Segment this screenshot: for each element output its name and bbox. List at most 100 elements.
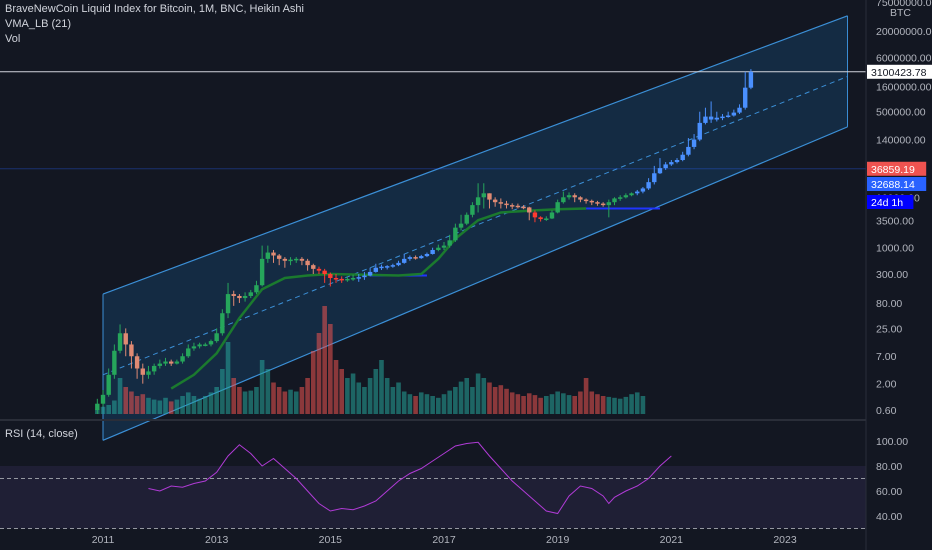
price-tick-label: 6000000.00 [876, 52, 932, 64]
volume-bar [231, 378, 237, 414]
volume-bar [532, 395, 538, 414]
volume-bar [123, 387, 129, 414]
volume-bar [458, 381, 464, 414]
candle-body [532, 212, 538, 218]
volume-bar [413, 396, 418, 414]
candle-body [134, 356, 140, 369]
volume-bar [561, 393, 566, 414]
candle-body [492, 199, 498, 203]
rsi-legend[interactable]: RSI (14, close) [5, 428, 78, 440]
candle-body [481, 193, 486, 198]
time-tick-label: 2023 [773, 534, 797, 546]
candle-body [254, 285, 259, 293]
candle-body [186, 348, 191, 357]
candle-body [555, 202, 560, 213]
candle-body [231, 294, 236, 296]
time-axis[interactable]: 2011 2013 2015 2017 2019 2021 2023 [92, 534, 797, 546]
candle-body [242, 295, 248, 299]
volume-bar [282, 391, 288, 414]
volume-bar [572, 396, 578, 414]
volume-bar [396, 382, 401, 414]
indicator-vol-label[interactable]: Vol [5, 33, 21, 45]
candle-body [527, 207, 532, 213]
volume-bar [555, 391, 560, 414]
volume-bar [617, 398, 623, 414]
candle-body [163, 361, 168, 364]
candle-body [413, 257, 418, 259]
price-tick-label: 300.00 [876, 269, 908, 281]
candle-body [566, 195, 572, 198]
volume-bar [629, 394, 634, 414]
candle-body [248, 292, 253, 296]
volume-bar [310, 351, 316, 414]
candle-body [288, 259, 293, 262]
candle-body [157, 363, 163, 366]
volume-bar [333, 360, 339, 414]
volume-bar [373, 369, 379, 414]
volume-bar [339, 369, 344, 414]
candle-body [663, 164, 668, 169]
volume-bar [214, 387, 219, 414]
volume-bar [271, 382, 276, 414]
volume-bar [248, 390, 254, 414]
volume-bar [430, 396, 435, 414]
candle-body [180, 356, 185, 362]
rsi-tick-label: 40.00 [876, 511, 902, 523]
volume-bar [191, 396, 197, 414]
candle-body [100, 394, 106, 404]
candle-body [276, 255, 282, 259]
candle-body [112, 350, 117, 375]
candle-body [316, 268, 322, 271]
candle-body [203, 344, 208, 346]
time-tick-label: 2015 [319, 534, 343, 546]
channel-fill [103, 15, 848, 441]
volume-bar [526, 393, 532, 414]
candle-body [714, 117, 719, 120]
candle-body [220, 313, 225, 334]
candle-body [674, 160, 680, 163]
candle-body [470, 205, 475, 215]
indicator-vma-label[interactable]: VMA_LB (21) [5, 18, 72, 30]
volume-bar [345, 378, 350, 414]
volume-bar [549, 394, 555, 414]
candle-body [475, 197, 481, 206]
candle-body [703, 116, 708, 123]
volume-bar [151, 399, 157, 414]
candle-body [441, 245, 447, 248]
chart-legend: BraveNewCoin Liquid Index for Bitcoin, 1… [5, 2, 304, 47]
candle-body [373, 267, 378, 272]
volume-bar [521, 396, 526, 414]
volume-bar [492, 387, 498, 414]
rsi-pane [0, 441, 866, 529]
volume-bar [225, 342, 231, 414]
candle-body [259, 258, 265, 286]
volume-bar [276, 387, 282, 414]
candle-body [498, 202, 504, 204]
price-tick-label: 80.00 [876, 298, 902, 310]
volume-bar [515, 394, 521, 414]
candle-body [458, 223, 464, 228]
candle-body [617, 197, 623, 199]
volume-bar [447, 390, 452, 414]
candle-body [725, 115, 731, 118]
volume-bar [441, 394, 447, 414]
symbol-title[interactable]: BraveNewCoin Liquid Index for Bitcoin, 1… [5, 3, 304, 15]
price-axis[interactable]: 75000000.00 20000000.00 6000000.00 1600000.… [876, 0, 932, 523]
price-tick-label: 500000.00 [876, 107, 926, 119]
candle-body [453, 227, 458, 241]
candle-body [635, 191, 640, 194]
candle-body [117, 333, 123, 351]
candle-body [436, 247, 441, 250]
price-tag-bg [867, 195, 914, 209]
price-tick-label: 1600000.00 [876, 81, 932, 93]
candle-body [191, 346, 197, 349]
volume-bar [293, 391, 299, 414]
candle-body [384, 266, 390, 268]
volume-bar [612, 397, 617, 414]
candle-body [322, 270, 327, 275]
volume-bar [174, 399, 180, 414]
candle-body [305, 260, 310, 266]
indicator-lines [0, 71, 866, 390]
volume-bar [362, 387, 367, 414]
